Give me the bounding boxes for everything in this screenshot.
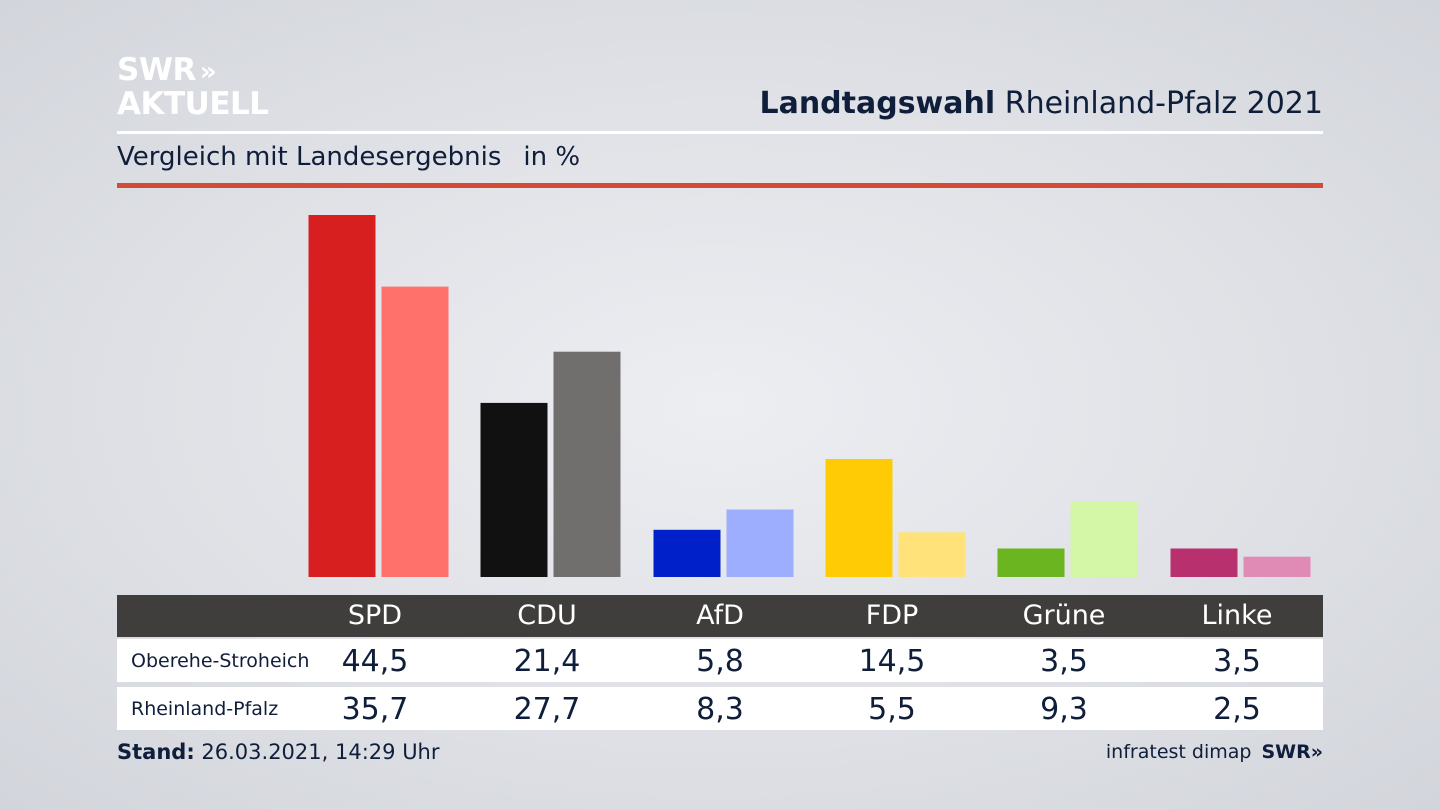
column-header: Linke (1201, 600, 1273, 631)
value-cell: 44,5 (341, 644, 409, 679)
logo-aktuell: AKTUELL (117, 86, 269, 122)
title-bold: Landtagswahl (759, 86, 996, 121)
logo-swr: SWR (117, 52, 196, 88)
title-rest: Rheinland-Pfalz 2021 (1004, 86, 1323, 121)
subtitle-unit: in % (523, 142, 581, 172)
value-cell: 2,5 (1213, 692, 1261, 727)
value-cell: 3,5 (1213, 644, 1261, 679)
bar-cdu-state (553, 351, 621, 577)
subtitle-text: Vergleich mit Landesergebnis (117, 142, 502, 172)
column-header: FDP (865, 600, 919, 631)
title-divider (117, 131, 1323, 134)
value-cell: 5,5 (868, 692, 916, 727)
swr-aktuell-logo: SWR» AKTUELL (117, 54, 269, 120)
value-cell: 27,7 (513, 692, 581, 727)
bar-cdu-local (480, 402, 548, 577)
timestamp: Stand: 26.03.2021, 14:29 Uhr (117, 740, 440, 764)
bar-linke-local (1170, 548, 1238, 577)
chart-subtitle: Vergleich mit Landesergebnis in % (117, 142, 580, 172)
bar-linke-state (1243, 556, 1311, 577)
column-header: SPD (347, 600, 403, 631)
bar-spd-state (381, 286, 449, 577)
table-header: SPD CDU AfD FDP Grüne Linke (117, 595, 1323, 637)
value-cell: 9,3 (1040, 692, 1088, 727)
bar-afd-state (726, 509, 794, 577)
stand-label: Stand: (117, 740, 195, 764)
value-cell: 8,3 (696, 692, 744, 727)
bar-grüne-local (997, 548, 1065, 577)
value-cell: 21,4 (513, 644, 581, 679)
value-cell: 3,5 (1040, 644, 1088, 679)
table-row: Oberehe-Stroheich 44,5 21,4 5,8 14,5 3,5 3,5 (117, 639, 1323, 682)
page-title: Landtagswahl Rheinland-Pfalz 2021 (759, 86, 1323, 121)
source-text: infratest dimap (1105, 741, 1252, 763)
accent-divider (117, 183, 1323, 188)
row-label: Oberehe-Stroheich (131, 650, 310, 672)
bar-fdp-state (898, 532, 966, 577)
logo-arrows-icon: » (199, 57, 217, 87)
bar-afd-local (653, 529, 721, 577)
table-row: Rheinland-Pfalz 35,7 27,7 8,3 5,5 9,3 2,5 (117, 687, 1323, 730)
bar-spd-local (308, 215, 376, 577)
value-cell: 5,8 (696, 644, 744, 679)
stand-value: 26.03.2021, 14:29 Uhr (201, 740, 440, 764)
bar-grüne-state (1070, 501, 1138, 577)
results-table: SPD CDU AfD FDP Grüne Linke Oberehe-Stroheich… (117, 595, 1323, 730)
column-header: CDU (517, 600, 577, 631)
bar-chart (308, 215, 1311, 577)
column-header: Grüne (1022, 600, 1106, 631)
bar-fdp-local (825, 459, 893, 577)
column-header: AfD (696, 600, 744, 631)
row-label: Rheinland-Pfalz (131, 698, 279, 720)
value-cell: 14,5 (858, 644, 926, 679)
source-credit: infratest dimap SWR» (1106, 741, 1323, 763)
swr-small-logo: SWR» (1261, 741, 1323, 763)
value-cell: 35,7 (341, 692, 409, 727)
